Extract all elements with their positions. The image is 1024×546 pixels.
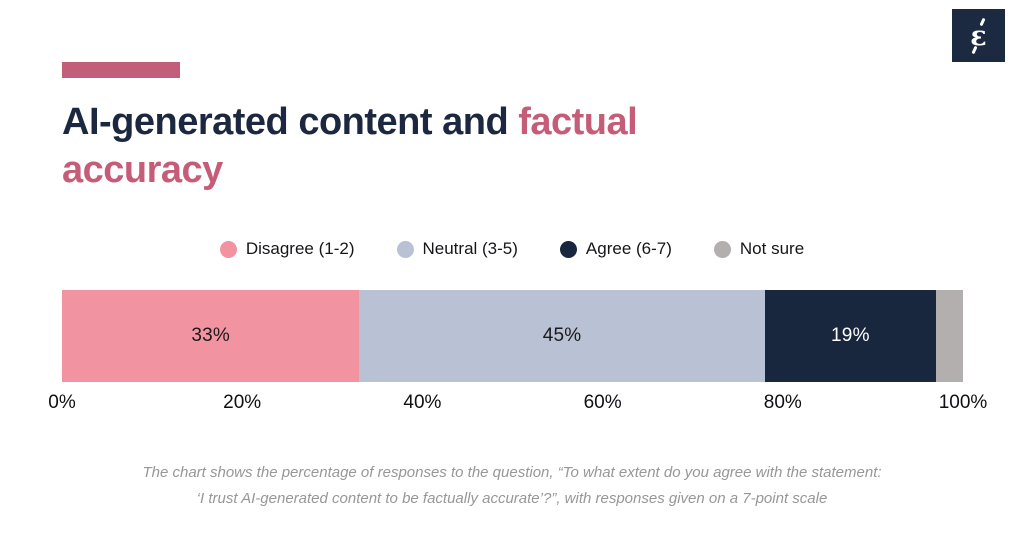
legend-item-not-sure: Not sure	[713, 239, 805, 259]
bar-segment-neutral: 45%	[359, 290, 765, 382]
x-axis-tick-20: 20%	[223, 392, 262, 413]
chart-footnote-line2: ‘I trust AI-generated content to be fact…	[196, 490, 828, 507]
legend-label-neutral: Neutral (3-5)	[422, 239, 518, 258]
chart-footnote-line1: The chart shows the percentage of respon…	[142, 464, 882, 481]
brand-logo: ε	[952, 9, 1005, 62]
legend-dot-agree-icon	[559, 240, 577, 258]
title-accent-bar	[62, 62, 180, 78]
legend-label-not-sure: Not sure	[739, 239, 805, 258]
x-axis-tick-100: 100%	[938, 392, 988, 413]
chart-footnote: The chart shows the percentage of respon…	[62, 460, 962, 512]
bar-segment-agree-value: 19%	[831, 325, 870, 346]
page-title-part-rose: factual accuracy	[62, 101, 638, 191]
x-axis-tick-60: 60%	[583, 392, 622, 413]
stacked-bar-chart: 33% 45% 19%	[62, 290, 963, 382]
bar-segment-agree: 19%	[764, 290, 936, 382]
bar-segment-disagree-value: 33%	[191, 325, 230, 346]
epsilon-logo-icon: ε	[970, 21, 987, 52]
bar-segment-disagree: 33%	[62, 290, 360, 382]
bar-segment-neutral-value: 45%	[542, 325, 582, 346]
page-title-part-navy: AI-generated content and	[62, 101, 519, 143]
bar-segment-not-sure	[935, 290, 963, 382]
legend-dot-neutral-icon	[396, 240, 414, 258]
page-title: AI-generated content and factual accurac…	[62, 98, 782, 194]
legend-label-disagree: Disagree (1-2)	[245, 239, 355, 258]
legend-item-disagree: Disagree (1-2)	[219, 239, 355, 259]
legend-dot-not-sure-icon	[713, 240, 731, 258]
x-axis: 0% 20% 40% 60% 80% 100%	[48, 392, 987, 418]
legend-dot-disagree-icon	[219, 240, 237, 258]
x-axis-tick-40: 40%	[403, 392, 442, 413]
x-axis-tick-80: 80%	[763, 392, 802, 413]
legend-label-agree: Agree (6-7)	[585, 239, 672, 258]
legend-item-neutral: Neutral (3-5)	[396, 239, 518, 259]
chart-legend: Disagree (1-2) Neutral (3-5) Agree (6-7)…	[0, 239, 1024, 259]
x-axis-tick-0: 0%	[48, 392, 76, 413]
legend-item-agree: Agree (6-7)	[559, 239, 672, 259]
